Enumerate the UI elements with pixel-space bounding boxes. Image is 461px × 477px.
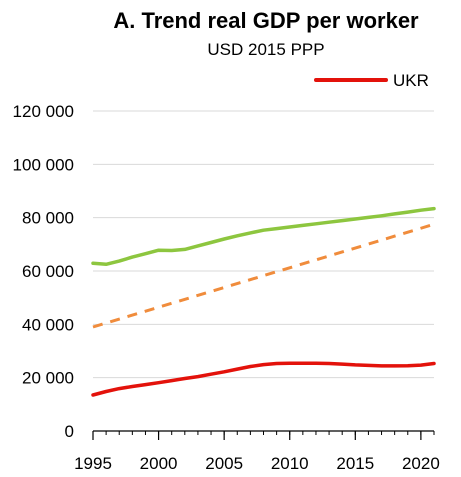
x-tick-label: 2015 bbox=[336, 454, 374, 473]
legend: UKR bbox=[314, 71, 429, 90]
chart-title: A. Trend real GDP per worker bbox=[113, 8, 419, 33]
gridlines bbox=[93, 110, 434, 379]
y-tick-label: 100 000 bbox=[13, 155, 74, 174]
axes: 0 20 000 40 000 60 000 80 000 100 000 120 000 1… bbox=[13, 102, 440, 473]
x-tick-label: 2010 bbox=[271, 454, 309, 473]
y-tick-label: 40 000 bbox=[22, 315, 74, 334]
series-line-ukr bbox=[91, 361, 436, 397]
series-lines bbox=[91, 206, 436, 397]
chart-subtitle: USD 2015 PPP bbox=[207, 40, 324, 59]
x-tick-label: 2000 bbox=[140, 454, 178, 473]
y-tick-label: 20 000 bbox=[22, 369, 74, 388]
series-line-series-2 bbox=[92, 222, 435, 329]
x-tick-label: 2020 bbox=[402, 454, 440, 473]
y-tick-label: 80 000 bbox=[22, 209, 74, 228]
series-line-series-1 bbox=[91, 206, 436, 267]
x-tick-label: 2005 bbox=[205, 454, 243, 473]
y-tick-label: 0 bbox=[65, 422, 74, 441]
y-tick-label: 60 000 bbox=[22, 262, 74, 281]
x-tick-label: 1995 bbox=[74, 454, 112, 473]
legend-label-ukr: UKR bbox=[393, 71, 429, 90]
y-tick-label: 120 000 bbox=[13, 102, 74, 121]
